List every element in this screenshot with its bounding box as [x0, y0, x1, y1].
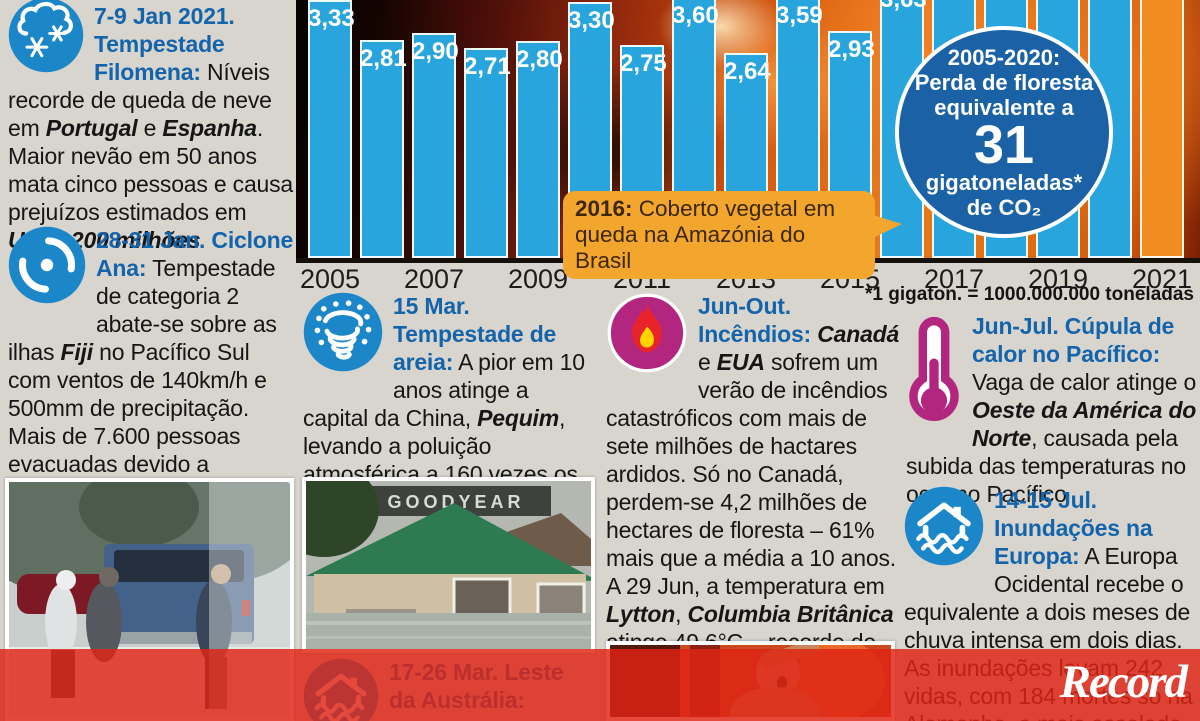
bar-2006 [360, 40, 404, 258]
text-run: Canadá [817, 321, 900, 347]
text-run: Jun-Jul. Cúpula de calor no Pacífico: [972, 313, 1175, 367]
record-logo: Record [1059, 656, 1188, 708]
bar-value-2009: 2,80 [516, 46, 563, 73]
event-text: Jun-Out. Incêndios: Canadá e EUA sofrem … [606, 293, 899, 683]
callout-pointer [873, 215, 902, 238]
bar-value-2016: 3,63 [880, 0, 927, 14]
text-run: 15 Mar. Tempestade de areia: [393, 293, 557, 375]
x-tick-2005: 2005 [299, 264, 361, 294]
text-run: Portugal [45, 115, 138, 141]
flood-icon [904, 486, 984, 572]
text-run: A pior em 10 anos atinge a capital da Ch… [303, 349, 585, 431]
cyclone-icon [8, 226, 86, 310]
x-tick-2019: 2019 [1027, 264, 1089, 294]
text-run: 28-31 Jan. Ciclone Ana: [96, 227, 294, 281]
callout-2016: 2016: Coberto vegetal em queda na Amazón… [563, 191, 902, 279]
bar-2009 [516, 41, 560, 258]
forest-loss-total-circle: 2005-2020: Perda de floresta equivalente… [895, 26, 1113, 238]
circle-line2: Perda de floresta [914, 69, 1094, 95]
bar-value-2008: 2,71 [464, 53, 511, 80]
text-run: Níveis recorde de queda de neve em [8, 59, 272, 141]
event-text: Jun-Jul. Cúpula de calor no Pacífico: Va… [906, 313, 1196, 507]
event-ciclone-ana: 28-31 Jan. Ciclone Ana: Tempestade de ca… [8, 226, 295, 506]
bar-2005 [308, 0, 352, 258]
x-tick-2017: 2017 [923, 264, 985, 294]
x-tick-2021: 2021 [1131, 264, 1193, 294]
text-run: sofrem um verão de incêndios catastrófic… [606, 349, 896, 599]
x-tick-2009: 2009 [507, 264, 569, 294]
text-run: , causada pela subida das temperaturas n… [906, 425, 1186, 507]
text-run: 14-15 Jul. Inundações na Europa: [994, 487, 1153, 569]
event-cupula-calor: Jun-Jul. Cúpula de calor no Pacífico: Va… [906, 312, 1198, 508]
bar-value-2014: 3,59 [776, 2, 823, 29]
bar-value-2013: 2,64 [724, 58, 771, 85]
sandstorm-icon [303, 292, 383, 378]
callout-text: Coberto vegetal em queda na Amazónia do … [575, 196, 836, 273]
text-run: , [675, 601, 688, 627]
text-run: Tempestade de categoria 2 abate-se sobre… [8, 255, 277, 365]
event-tempestade-filomena: 7-9 Jan 2021. Tempestade Filomena: Nívei… [8, 0, 295, 254]
bar-value-2012: 3,60 [672, 2, 719, 29]
bar-value-2015: 2,93 [828, 36, 875, 63]
text-run: Jun-Out. Incêndios: [698, 293, 812, 347]
bar-2021 [1140, 0, 1184, 258]
photo-flooded-house: GOODYEAR [302, 477, 595, 653]
bar-value-2011: 2,75 [620, 50, 667, 77]
text-run: Oeste da América do Norte [972, 397, 1197, 451]
text-run: Pequim [477, 405, 559, 431]
thermometer-icon [906, 312, 962, 438]
bar-value-2007: 2,90 [412, 38, 459, 65]
brand-band: Record [0, 649, 1200, 721]
text-run: Lytton [606, 601, 676, 627]
circle-line3: equivalente a [934, 94, 1074, 120]
circle-line4: gigatoneladas* [925, 169, 1083, 195]
snowstorm-icon [8, 0, 84, 79]
text-run: Columbia Britânica [687, 601, 894, 627]
sign-text: GOODYEAR [387, 492, 524, 512]
bar-2007 [412, 33, 456, 258]
text-run: Espanha [162, 115, 257, 141]
x-tick-2007: 2007 [403, 264, 465, 294]
text-run: e [698, 349, 717, 375]
circle-line1: 2005-2020: [947, 44, 1061, 70]
bar-2008 [464, 48, 508, 258]
text-run: EUA [716, 349, 765, 375]
bar-value-2006: 2,81 [360, 45, 407, 72]
gigaton-footnote: *1 gigaton. = 1000.000.000 toneladas [865, 284, 1194, 305]
fire-icon [606, 292, 688, 380]
event-text: 7-9 Jan 2021. Tempestade Filomena: Nívei… [8, 3, 293, 253]
bar-value-2005: 3,33 [308, 5, 355, 32]
circle-line5: de CO₂ [966, 194, 1042, 220]
text-run: Fiji [60, 339, 94, 365]
text-run: 7-9 Jan 2021. Tempestade Filomena: [94, 3, 235, 85]
circle-big-number: 31 [973, 114, 1035, 175]
callout-year: 2016: [575, 196, 633, 221]
bar-value-2010: 3,30 [568, 7, 615, 34]
event-incendios: Jun-Out. Incêndios: Canadá e EUA sofrem … [606, 292, 904, 684]
text-run: e [137, 115, 163, 141]
text-run: Vaga de calor atinge o [972, 369, 1197, 395]
text-run: . Maior nevão em 50 anos mata cinco pess… [8, 115, 294, 225]
